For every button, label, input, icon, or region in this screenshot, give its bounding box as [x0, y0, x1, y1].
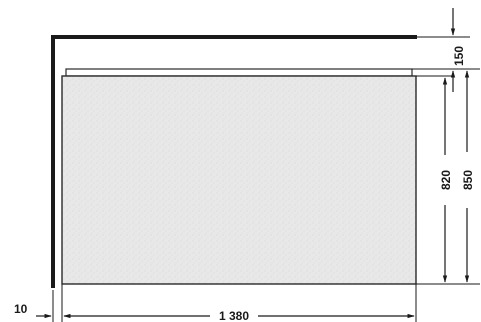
- dim-label-top-offset: 150: [452, 46, 466, 66]
- dimension-panel-height: 820: [416, 75, 453, 285]
- dimension-side-offset: 10: [14, 284, 63, 322]
- dimension-width: 1 380: [63, 284, 417, 322]
- dim-label-side-offset: 10: [14, 302, 28, 316]
- panel-body: [61, 75, 417, 285]
- dimension-top-offset: 150: [417, 8, 470, 92]
- wall-frame: [51, 35, 417, 288]
- panel-rim: [65, 68, 413, 77]
- dim-label-width: 1 380: [219, 309, 249, 322]
- dim-label-total-height: 850: [461, 170, 475, 190]
- dimension-total-height: 850: [412, 68, 480, 285]
- dim-label-panel-height: 820: [439, 170, 453, 190]
